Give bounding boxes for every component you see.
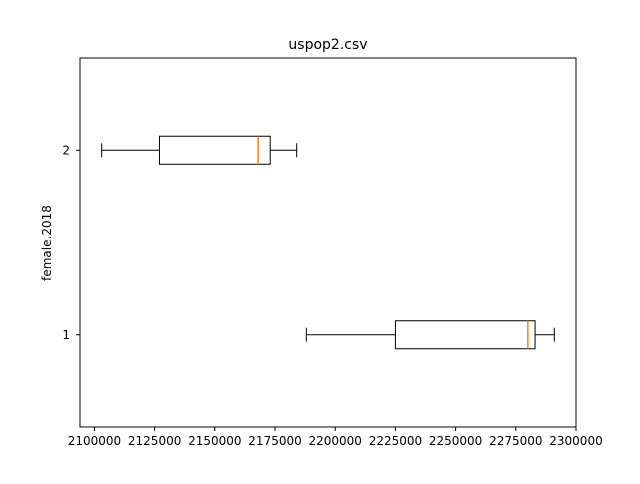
x-tick-label-6: 2250000 [429, 434, 482, 448]
x-tick-label-5: 2225000 [369, 434, 422, 448]
y-tick-label-0: 1 [62, 328, 70, 342]
box-1-iqr [394, 320, 536, 350]
x-tick-label-0: 2100000 [68, 434, 121, 448]
x-tick-label-4: 2200000 [308, 434, 361, 448]
axes-frame [79, 57, 577, 428]
plot-area [101, 135, 555, 350]
x-tick-label-2: 2150000 [188, 434, 241, 448]
x-tick-label-8: 2300000 [549, 434, 602, 448]
box-1 [305, 320, 555, 350]
y-tick-label-1: 2 [62, 143, 70, 157]
y-axis-label: female.2018 [40, 205, 54, 281]
box-2 [101, 135, 298, 165]
box-2-iqr [158, 135, 271, 165]
x-tick-label-1: 2125000 [128, 434, 181, 448]
x-tick-label-3: 2175000 [248, 434, 301, 448]
x-tick-label-7: 2275000 [489, 434, 542, 448]
chart-title: uspop2.csv [288, 37, 367, 53]
